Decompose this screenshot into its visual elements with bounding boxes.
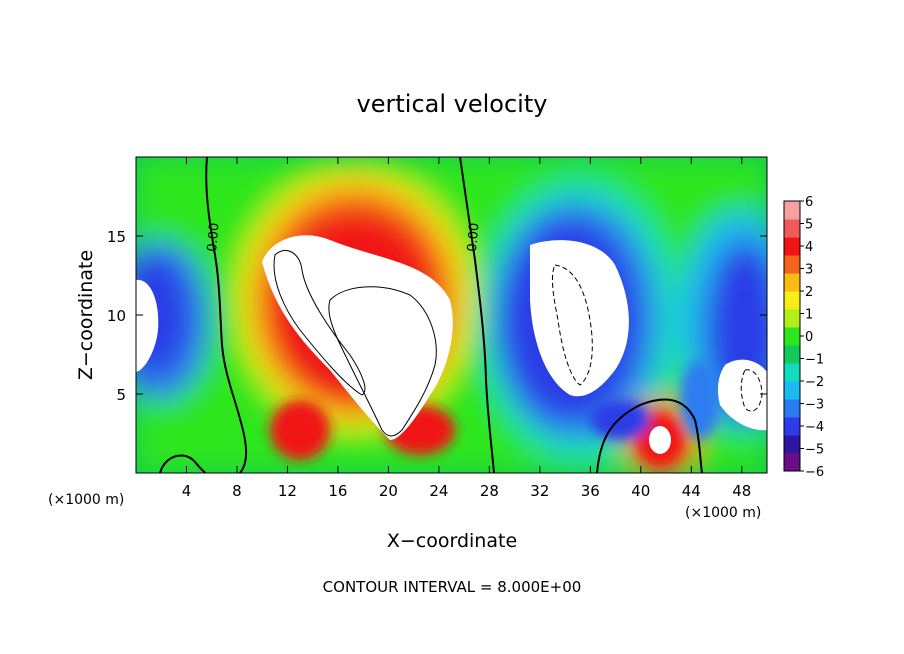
colorbar-tick-label: 2 bbox=[805, 285, 813, 300]
colorbar-tick-label: −2 bbox=[805, 375, 824, 390]
colorbar-swatch bbox=[784, 219, 800, 238]
colorbar-swatch bbox=[784, 237, 800, 256]
inner-contours bbox=[273, 250, 437, 437]
right-core bbox=[717, 359, 767, 431]
x-tick-label: 36 bbox=[581, 482, 600, 500]
contour-label: 0.00 bbox=[205, 222, 222, 252]
zero-contours bbox=[159, 157, 703, 473]
colorbar-tick-label: 3 bbox=[805, 263, 813, 278]
colorbar-tick-label: 0 bbox=[805, 330, 813, 345]
y-tick-label: 15 bbox=[107, 228, 126, 246]
colorbar-tick-label: −6 bbox=[805, 465, 824, 480]
colorbar-swatch bbox=[784, 453, 800, 472]
colorbar-swatch bbox=[784, 381, 800, 400]
chart-title: vertical velocity bbox=[357, 90, 548, 118]
x-tick-label: 32 bbox=[530, 482, 549, 500]
y-axis: 5 10 15 bbox=[107, 228, 767, 404]
colorbar-swatch bbox=[784, 345, 800, 364]
x-tick-label: 40 bbox=[631, 482, 650, 500]
y-tick-label: 10 bbox=[107, 307, 126, 325]
y-tick-label: 5 bbox=[116, 386, 126, 404]
colorbar-swatch bbox=[784, 309, 800, 328]
x-tick-label: 28 bbox=[480, 482, 499, 500]
updraft-core bbox=[262, 235, 453, 440]
colorbar-swatch bbox=[784, 435, 800, 454]
colorbar-swatch bbox=[784, 327, 800, 346]
colorbar-tick-label: 1 bbox=[805, 308, 813, 323]
colorbar-tick-label: −1 bbox=[805, 353, 824, 368]
colorbar-swatch bbox=[784, 363, 800, 382]
colorbar-tick-label: −3 bbox=[805, 398, 824, 413]
colorbar-swatch bbox=[784, 255, 800, 274]
contour-interval-note: CONTOUR INTERVAL = 8.000E+00 bbox=[323, 578, 582, 596]
colorbar-tick-label: 6 bbox=[805, 195, 813, 210]
x-tick-label: 4 bbox=[182, 482, 192, 500]
x-tick-label: 8 bbox=[232, 482, 242, 500]
y-axis-label: Z−coordinate bbox=[75, 250, 97, 380]
downdraft-core bbox=[530, 240, 629, 397]
x-tick-label: 24 bbox=[429, 482, 448, 500]
left-core bbox=[136, 279, 159, 372]
x-axis-label: X−coordinate bbox=[387, 530, 517, 552]
colorbar-tick-label: −5 bbox=[805, 443, 824, 458]
x-tick-label: 48 bbox=[732, 482, 751, 500]
x-tick-label: 20 bbox=[379, 482, 398, 500]
colorbar-tick-label: −4 bbox=[805, 420, 824, 435]
x-unit-right: (×1000 m) bbox=[685, 505, 761, 521]
plot-area bbox=[136, 157, 767, 473]
colorbar-swatch bbox=[784, 291, 800, 310]
x-axis: 4 8 12 16 20 24 28 32 36 40 44 48 bbox=[182, 157, 751, 500]
colorbar-tick-label: 4 bbox=[805, 240, 813, 255]
low-level-core bbox=[649, 426, 671, 454]
colorbar-tick-label: 5 bbox=[805, 218, 813, 233]
x-tick-label: 44 bbox=[682, 482, 701, 500]
colorbar: 6 5 4 3 2 1 0 −1 −2 −3 −4 −5 −6 bbox=[783, 195, 824, 480]
colorbar-swatch bbox=[784, 399, 800, 418]
colorbar-swatch bbox=[784, 417, 800, 436]
negative-contours bbox=[551, 264, 763, 412]
colorbar-swatch bbox=[784, 273, 800, 292]
contour-label: 0.00 bbox=[465, 222, 482, 252]
x-tick-label: 12 bbox=[278, 482, 297, 500]
colorbar-swatch bbox=[784, 201, 800, 220]
x-tick-label: 16 bbox=[328, 482, 347, 500]
x-unit-left: (×1000 m) bbox=[48, 492, 124, 508]
